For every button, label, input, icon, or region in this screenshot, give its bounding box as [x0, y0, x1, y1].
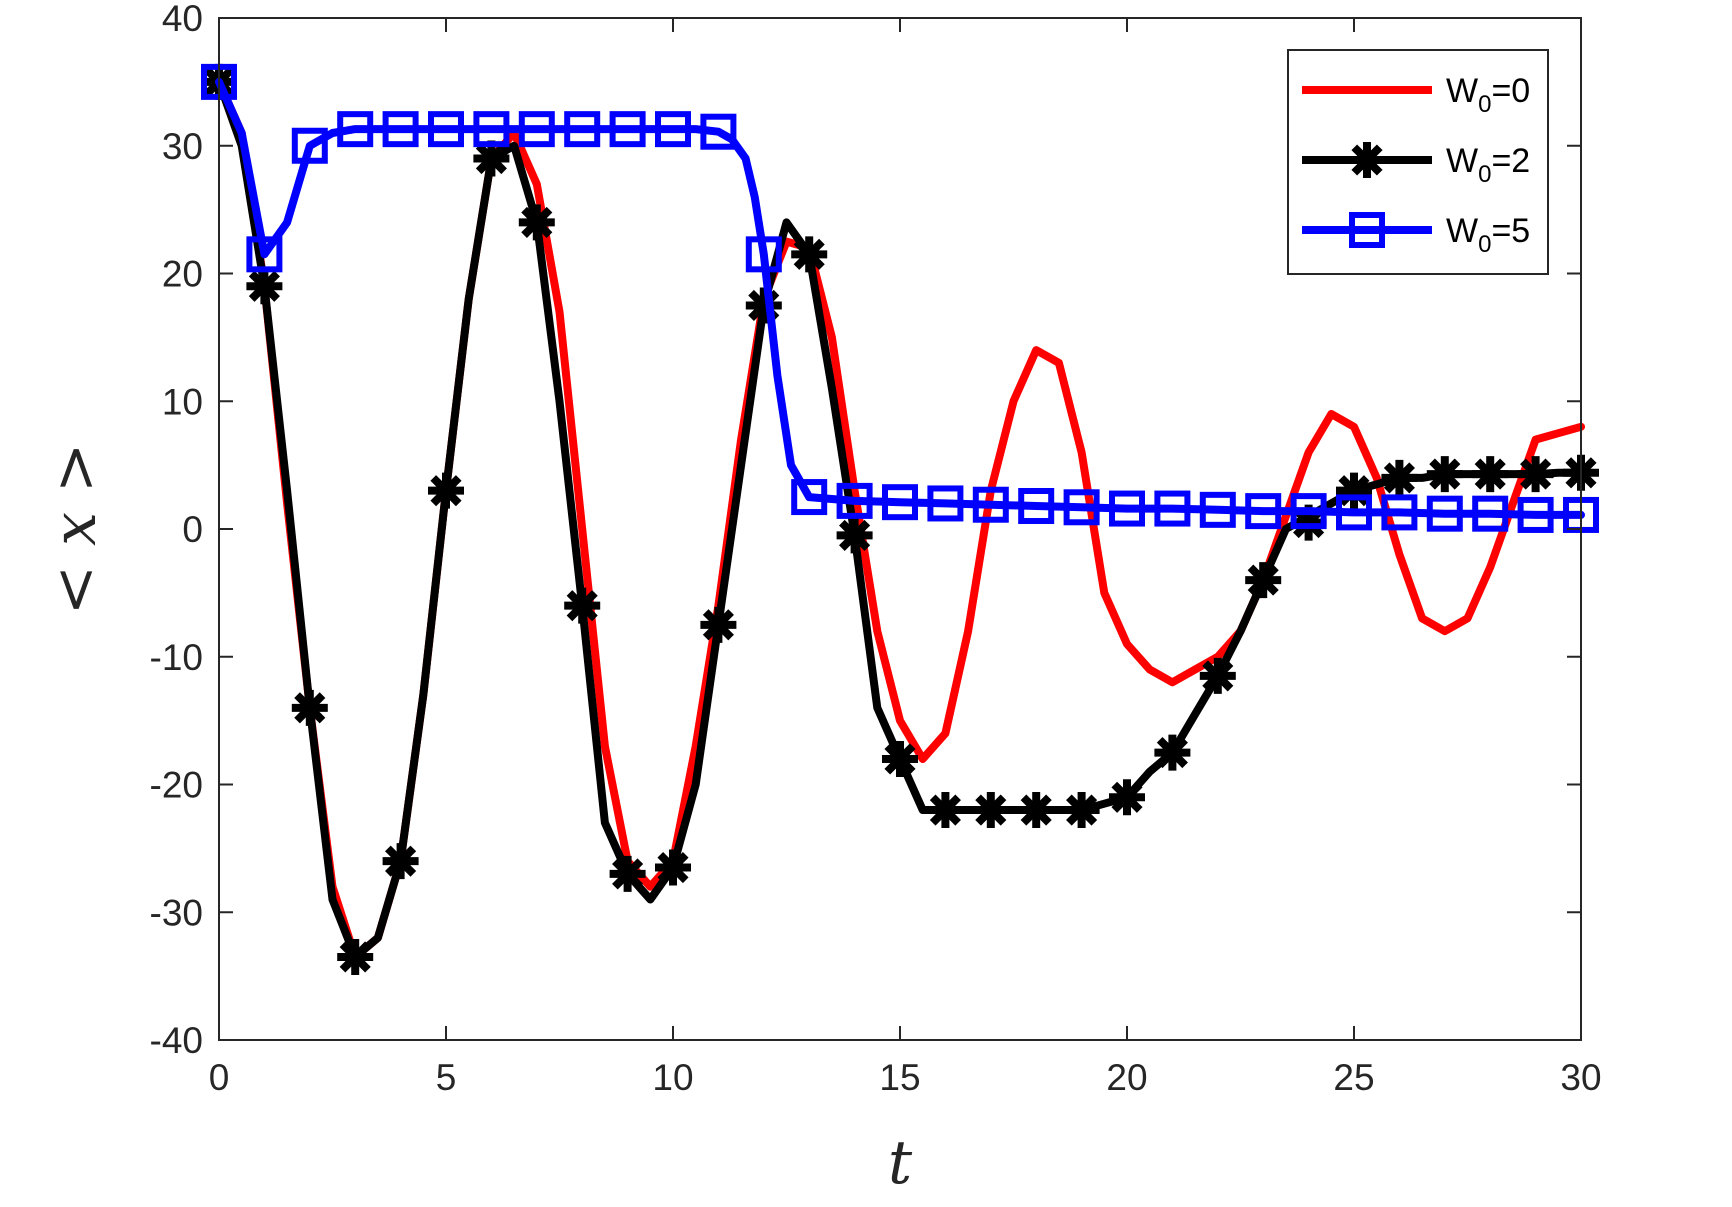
series-2-point-8 — [518, 204, 555, 241]
legend-entry-3: W0=5 — [1302, 212, 1530, 258]
series-3-point-28 — [1426, 495, 1463, 532]
series-3-point-2 — [246, 236, 283, 273]
y-tick-label: -40 — [150, 1020, 203, 1061]
series-2-point-28 — [1426, 456, 1463, 493]
series-3-point-27 — [1381, 494, 1418, 531]
series-3-point-21 — [1109, 490, 1145, 527]
series-3-point-7 — [473, 111, 510, 148]
series-3-point-20 — [1063, 489, 1100, 526]
y-tick-label: 30 — [162, 126, 203, 167]
series-2-point-9 — [564, 587, 601, 624]
series-2-point-24 — [1245, 562, 1282, 599]
series-3-point-17 — [927, 485, 964, 522]
series-2-point-18 — [972, 792, 1009, 829]
series-2-point-19 — [1018, 792, 1055, 829]
axes-layer: 0 5 10 15 20 25 30 -40 -30 -20 -10 0 10 20 30 40 — [150, 0, 1602, 1098]
series-2-point-22 — [1154, 734, 1191, 771]
y-tick-label: 10 — [162, 381, 203, 422]
series-3-point-4 — [337, 111, 374, 148]
series-2-point-23 — [1199, 657, 1236, 694]
series-2-point-21 — [1109, 779, 1145, 816]
legend-entry-2: W0=2 — [1302, 142, 1530, 188]
y-axis-title: < x > — [40, 443, 110, 616]
series-3-point-11 — [655, 111, 691, 148]
series-3-point-18 — [972, 486, 1009, 523]
y-tick-label: -10 — [150, 637, 203, 678]
x-tick-label: 0 — [209, 1057, 230, 1098]
x-tick-label: 25 — [1333, 1057, 1374, 1098]
series-3-point-10 — [609, 111, 646, 148]
legend-label: W0=0 — [1446, 72, 1530, 118]
x-tick-label: 10 — [652, 1057, 693, 1098]
series-2-point-2 — [246, 268, 283, 305]
legend-marker — [1349, 142, 1385, 178]
series-2-point-30 — [1517, 456, 1554, 493]
series-3-point-30 — [1517, 496, 1554, 533]
series-3-point-8 — [518, 111, 555, 148]
series-3-point-29 — [1472, 495, 1509, 532]
y-tick-label: 20 — [162, 254, 203, 295]
legend-entry-1: W0=0 — [1302, 72, 1530, 118]
series-3-point-6 — [428, 111, 464, 148]
series-3-point-26 — [1336, 494, 1372, 531]
series-3-point-9 — [564, 111, 601, 148]
series-2-point-14 — [791, 236, 828, 273]
series-3-point-22 — [1154, 490, 1191, 527]
series-3-point-13 — [745, 236, 782, 273]
y-tick-label: -20 — [150, 765, 203, 806]
series-2-point-17 — [927, 792, 964, 829]
series-2-point-20 — [1063, 792, 1100, 829]
legend-label: W0=5 — [1446, 212, 1530, 258]
x-tick-label: 20 — [1106, 1057, 1147, 1098]
x-tick-label: 30 — [1560, 1057, 1601, 1098]
legend-label: W0=2 — [1446, 142, 1530, 188]
series-2-point-6 — [428, 472, 464, 509]
series-3-point-16 — [882, 484, 918, 521]
series-2-point-10 — [609, 855, 646, 892]
series-3-point-23 — [1199, 491, 1236, 528]
series-3-point-15 — [836, 482, 873, 519]
x-tick-label: 5 — [436, 1057, 457, 1098]
series-2-point-27 — [1381, 459, 1418, 496]
series-3-point-24 — [1245, 493, 1282, 530]
y-tick-label: -30 — [150, 892, 203, 933]
series-3-point-5 — [382, 111, 419, 148]
series-2-point-16 — [882, 740, 918, 777]
legend-marker — [1349, 212, 1385, 248]
series-3-point-14 — [791, 479, 828, 516]
y-tick-label: 0 — [182, 509, 203, 550]
series-3-point-3 — [291, 127, 328, 164]
series-2-point-4 — [337, 938, 374, 975]
series-3-point-25 — [1290, 493, 1327, 530]
series-2-point-13 — [745, 287, 782, 324]
y-tick-label: 40 — [162, 0, 203, 39]
series-2-point-12 — [700, 606, 737, 643]
series-2-point-5 — [382, 843, 419, 880]
series-3 — [201, 63, 1599, 533]
legend: W0=0 W0=2 W0=5 — [1287, 49, 1549, 275]
x-axis-title: t — [888, 1128, 913, 1198]
series-3-point-19 — [1018, 488, 1055, 525]
series-2-point-15 — [836, 517, 873, 554]
series-2-point-11 — [655, 849, 691, 886]
series-3-point-12 — [700, 113, 737, 150]
series-2-point-29 — [1472, 456, 1509, 493]
series-line-3 — [215, 77, 1585, 519]
series-2-point-3 — [291, 689, 328, 726]
x-tick-label: 15 — [879, 1057, 920, 1098]
